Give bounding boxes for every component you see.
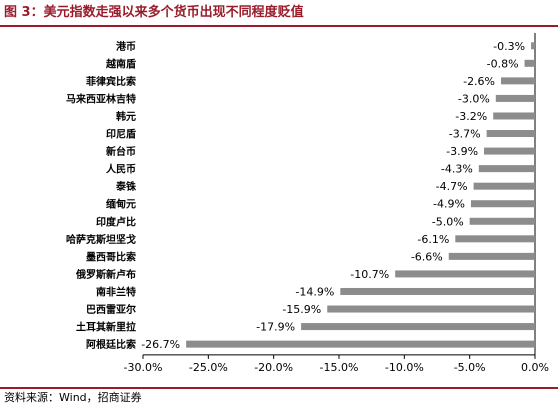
data-label-background: [255, 319, 298, 333]
category-label: 墨西哥比索: [86, 250, 136, 263]
category-label: 人民币: [106, 163, 136, 176]
data-label-background: [295, 284, 337, 298]
bar: [486, 130, 535, 138]
category-label: 马来西亚林吉特: [66, 92, 136, 105]
data-label: -3.9%: [446, 145, 478, 158]
bar: [186, 340, 535, 348]
data-label-background: [445, 144, 481, 158]
data-label-background: [409, 249, 445, 263]
category-label: 印度卢比: [96, 215, 136, 228]
bar: [395, 270, 535, 278]
category-label: 韩元: [116, 110, 136, 123]
bar: [340, 287, 535, 295]
x-tick-label: -30.0%: [124, 361, 163, 374]
source-note: 资料来源：Wind，招商证券: [4, 391, 142, 404]
category-label: 印尼盾: [106, 128, 136, 141]
data-label-background: [485, 56, 521, 70]
data-label: -10.7%: [350, 268, 389, 281]
x-tick-label: 0.0%: [521, 361, 549, 374]
category-label: 哈萨克斯坦坚戈: [66, 233, 136, 246]
category-label: 南非兰特: [96, 285, 136, 298]
data-label: -6.6%: [411, 250, 443, 263]
footer-divider: [0, 387, 558, 389]
x-tick-label: -25.0%: [189, 361, 228, 374]
data-label: -14.9%: [295, 285, 334, 298]
data-label: -4.3%: [441, 163, 473, 176]
x-tick-label: -10.0%: [385, 361, 424, 374]
title-divider: [0, 25, 558, 27]
data-label: -26.7%: [141, 338, 180, 351]
bar: [493, 112, 535, 120]
category-label: 巴西雷亚尔: [86, 303, 136, 316]
x-tick-label: -20.0%: [254, 361, 293, 374]
bar: [524, 59, 535, 67]
bar: [448, 252, 535, 260]
data-label-background: [416, 231, 452, 245]
category-label: 新台币: [106, 145, 136, 158]
category-label: 越南盾: [105, 57, 136, 70]
data-label: -4.7%: [436, 180, 468, 193]
data-label: -4.9%: [433, 198, 465, 211]
figure-title: 图 3：美元指数走强以来多个货币出现不同程度贬值: [4, 5, 304, 20]
data-label: -5.0%: [432, 215, 464, 228]
data-label: -6.1%: [417, 233, 449, 246]
category-label: 俄罗斯新卢布: [75, 268, 136, 281]
bar: [470, 200, 535, 208]
category-label: 土耳其新里拉: [76, 321, 136, 334]
data-label: -15.9%: [282, 303, 321, 316]
data-label: -3.2%: [455, 110, 487, 123]
data-label-background: [454, 108, 490, 122]
data-label-background: [434, 179, 470, 193]
bar: [301, 323, 535, 331]
bar: [484, 147, 535, 155]
bar: [327, 305, 535, 313]
data-label: -17.9%: [256, 321, 295, 334]
data-label: -3.7%: [449, 128, 481, 141]
data-label-background: [282, 302, 324, 316]
data-label: -0.8%: [487, 57, 519, 70]
bar-chart: -30.0% -25.0% -20.0% -15.0% -10.0% -5.0% 0.0% 港…: [66, 33, 549, 374]
bar: [501, 77, 535, 85]
data-label-background: [462, 73, 498, 87]
category-label: 港币: [116, 40, 136, 53]
category-label: 菲律宾比索: [86, 75, 136, 88]
data-label: -3.0%: [458, 92, 490, 105]
data-label-background: [349, 266, 392, 280]
bar: [469, 217, 535, 225]
data-label-background: [456, 91, 492, 105]
data-label-background: [447, 126, 483, 140]
x-tick-label: -5.0%: [454, 361, 486, 374]
bar: [495, 94, 535, 102]
category-label: 阿根廷比索: [86, 338, 136, 351]
bar: [478, 165, 535, 173]
category-label: 缅甸元: [106, 198, 136, 211]
data-label-background: [430, 214, 466, 228]
data-label: -2.6%: [463, 75, 495, 88]
bar: [455, 235, 535, 243]
category-label: 泰铢: [115, 180, 137, 193]
data-label: -0.3%: [493, 40, 525, 53]
x-tick-label: -15.0%: [320, 361, 359, 374]
data-label-background: [492, 38, 528, 52]
bar: [531, 42, 535, 50]
data-label-background: [431, 196, 467, 210]
data-label-background: [439, 161, 475, 175]
data-label-background: [140, 337, 183, 351]
bar: [473, 182, 535, 190]
